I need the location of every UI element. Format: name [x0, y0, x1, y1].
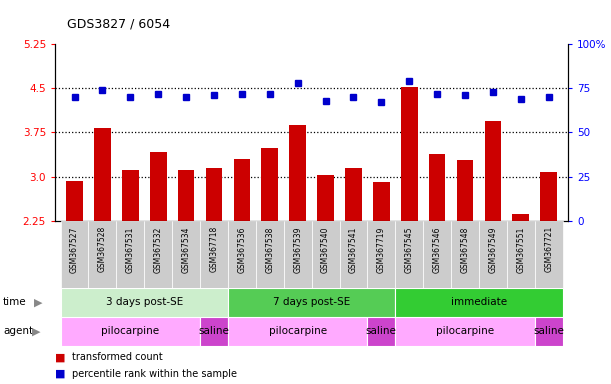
Text: saline: saline: [199, 326, 229, 336]
Bar: [228, 317, 367, 346]
Bar: [507, 221, 535, 288]
Bar: [456, 160, 474, 221]
Bar: [60, 288, 228, 317]
Bar: [116, 221, 144, 288]
Text: GSM367541: GSM367541: [349, 226, 358, 273]
Text: ▶: ▶: [32, 326, 40, 336]
Text: saline: saline: [366, 326, 397, 336]
Text: GSM367528: GSM367528: [98, 226, 107, 272]
Text: GSM367719: GSM367719: [377, 226, 386, 273]
Text: time: time: [3, 297, 27, 308]
Text: 7 days post-SE: 7 days post-SE: [273, 297, 350, 308]
Bar: [513, 214, 529, 221]
Text: GSM367548: GSM367548: [461, 226, 469, 273]
Bar: [66, 181, 83, 221]
Text: GSM367545: GSM367545: [404, 226, 414, 273]
Bar: [485, 121, 501, 221]
Text: GSM367549: GSM367549: [488, 226, 497, 273]
Bar: [200, 317, 228, 346]
Text: GSM367546: GSM367546: [433, 226, 442, 273]
Text: ▶: ▶: [34, 297, 42, 308]
Text: GSM367540: GSM367540: [321, 226, 330, 273]
Bar: [373, 182, 390, 221]
Bar: [535, 317, 563, 346]
Bar: [423, 221, 451, 288]
Text: GSM367532: GSM367532: [154, 226, 163, 273]
Bar: [122, 170, 139, 221]
Bar: [395, 288, 563, 317]
Text: ■: ■: [55, 352, 65, 362]
Bar: [312, 221, 340, 288]
Bar: [401, 87, 417, 221]
Text: saline: saline: [533, 326, 564, 336]
Bar: [94, 128, 111, 221]
Bar: [60, 317, 200, 346]
Bar: [60, 221, 89, 288]
Bar: [89, 221, 116, 288]
Bar: [345, 169, 362, 221]
Bar: [451, 221, 479, 288]
Bar: [284, 221, 312, 288]
Bar: [233, 159, 251, 221]
Bar: [200, 221, 228, 288]
Bar: [395, 317, 535, 346]
Text: GSM367538: GSM367538: [265, 226, 274, 273]
Text: GSM367721: GSM367721: [544, 226, 553, 272]
Bar: [340, 221, 367, 288]
Bar: [429, 154, 445, 221]
Text: 3 days post-SE: 3 days post-SE: [106, 297, 183, 308]
Text: GSM367539: GSM367539: [293, 226, 302, 273]
Bar: [367, 221, 395, 288]
Bar: [228, 221, 256, 288]
Bar: [289, 125, 306, 221]
Bar: [150, 152, 167, 221]
Bar: [172, 221, 200, 288]
Text: GSM367527: GSM367527: [70, 226, 79, 273]
Bar: [144, 221, 172, 288]
Text: GSM367531: GSM367531: [126, 226, 135, 273]
Text: immediate: immediate: [451, 297, 507, 308]
Bar: [540, 172, 557, 221]
Text: GDS3827 / 6054: GDS3827 / 6054: [67, 18, 170, 31]
Bar: [256, 221, 284, 288]
Text: GSM367534: GSM367534: [181, 226, 191, 273]
Text: GSM367551: GSM367551: [516, 226, 525, 273]
Bar: [395, 221, 423, 288]
Bar: [317, 175, 334, 221]
Bar: [367, 317, 395, 346]
Bar: [206, 169, 222, 221]
Text: GSM367718: GSM367718: [210, 226, 219, 272]
Bar: [262, 148, 278, 221]
Bar: [228, 288, 395, 317]
Text: agent: agent: [3, 326, 33, 336]
Text: percentile rank within the sample: percentile rank within the sample: [72, 369, 237, 379]
Bar: [178, 170, 194, 221]
Text: ■: ■: [55, 369, 65, 379]
Text: transformed count: transformed count: [72, 352, 163, 362]
Text: pilocarpine: pilocarpine: [269, 326, 327, 336]
Text: GSM367536: GSM367536: [238, 226, 246, 273]
Bar: [479, 221, 507, 288]
Bar: [535, 221, 563, 288]
Text: pilocarpine: pilocarpine: [101, 326, 159, 336]
Text: pilocarpine: pilocarpine: [436, 326, 494, 336]
